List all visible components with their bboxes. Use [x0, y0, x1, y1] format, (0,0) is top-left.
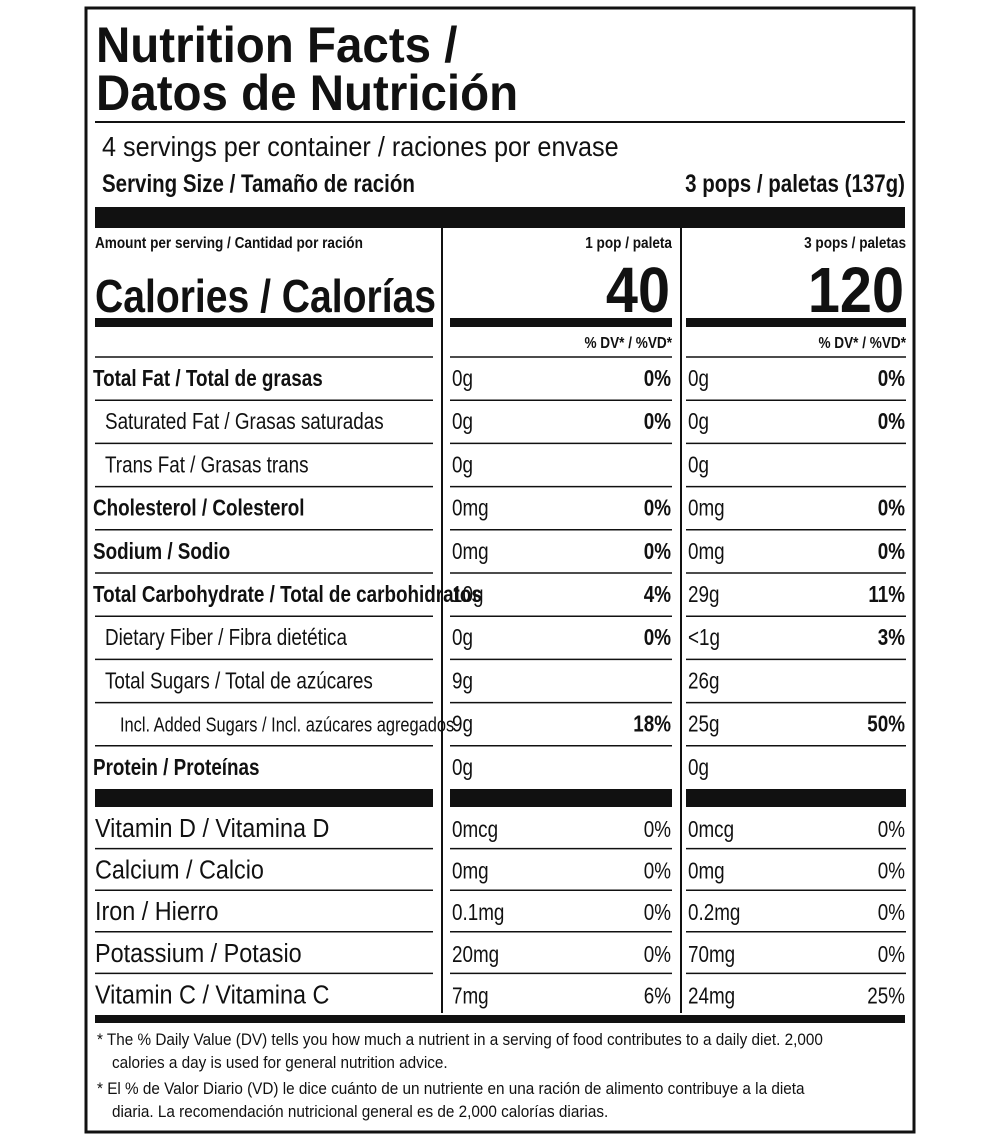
nutrient-amount: 9g	[452, 712, 473, 737]
nutrient-dv: 4%	[644, 582, 672, 607]
vitamin-dv: 25%	[867, 984, 905, 1009]
footnote: diaria. La recomendación nutricional gen…	[112, 1102, 608, 1121]
footnote: * El % de Valor Diario (VD) le dice cuán…	[97, 1079, 804, 1098]
vitamin-name: Vitamin D / Vitamina D	[95, 815, 329, 843]
title: Nutrition Facts /	[96, 18, 458, 73]
vitamin-amount: 0mcg	[452, 817, 498, 842]
vitamin-amount: 0mg	[452, 859, 489, 884]
vitamin-amount: 24mg	[688, 984, 735, 1009]
serving-size-label: Serving Size / Tamaño de ración	[102, 169, 415, 197]
nutrient-amount: 0mg	[452, 496, 489, 521]
vitamin-amount: 20mg	[452, 942, 499, 967]
nutrient-amount: 29g	[688, 582, 719, 607]
nutrient-dv: 0%	[878, 366, 906, 391]
nutrient-amount: 0g	[688, 755, 709, 780]
nutrient-name: Total Fat / Total de grasas	[93, 366, 323, 391]
footnote: calories a day is used for general nutri…	[112, 1053, 448, 1072]
nutrient-name: Saturated Fat / Grasas saturadas	[105, 410, 384, 435]
vitamin-amount: 0.2mg	[688, 901, 740, 926]
vitamin-dv: 0%	[644, 942, 671, 967]
nutrient-dv: 0%	[644, 410, 672, 435]
calories-value: 120	[808, 254, 904, 325]
nutrient-amount: 9g	[452, 669, 473, 694]
thick-bar	[95, 207, 905, 228]
vitamin-name: Vitamin C / Vitamina C	[95, 981, 329, 1009]
label-border	[84, 6, 916, 1134]
nutrient-amount: 25g	[688, 712, 719, 737]
column-heading: 3 pops / paletas	[804, 235, 906, 252]
nutrient-amount: 10g	[452, 582, 483, 607]
nutrient-dv: 0%	[878, 539, 906, 564]
nutrient-amount: 0g	[452, 453, 473, 478]
nutrient-amount: 0g	[452, 626, 473, 651]
vitamin-name: Calcium / Calcio	[95, 857, 264, 885]
vitamin-dv: 0%	[644, 859, 671, 884]
nutrient-amount: 0g	[452, 410, 473, 435]
nutrient-name: Dietary Fiber / Fibra dietética	[105, 626, 347, 651]
title: Datos de Nutrición	[96, 66, 518, 121]
calories-bar	[95, 318, 433, 327]
vitamin-dv: 0%	[878, 901, 905, 926]
nutrient-amount: 0mg	[688, 539, 725, 564]
footnote: * The % Daily Value (DV) tells you how m…	[97, 1030, 823, 1049]
vitamin-dv: 0%	[644, 817, 671, 842]
nutrient-name: Sodium / Sodio	[93, 539, 230, 564]
nutrient-dv: 0%	[878, 496, 906, 521]
vitamin-amount: 70mg	[688, 942, 735, 967]
column-heading: 1 pop / paleta	[585, 235, 672, 252]
nutrient-name: Total Carbohydrate / Total de carbohidra…	[93, 582, 482, 607]
nutrient-dv: 18%	[633, 712, 671, 737]
nutrient-dv: 0%	[644, 539, 672, 564]
nutrient-dv: 0%	[878, 410, 906, 435]
amount-label: Amount per serving / Cantidad por ración	[95, 235, 363, 252]
nutrient-dv: 3%	[878, 626, 906, 651]
servings: 4 servings per container / raciones por …	[102, 131, 619, 163]
thick-bar	[686, 789, 906, 807]
nutrient-name: Incl. Added Sugars / Incl. azúcares agre…	[120, 713, 454, 736]
vitamin-amount: 7mg	[452, 984, 489, 1009]
nutrient-dv: 0%	[644, 496, 672, 521]
vitamin-name: Potassium / Potasio	[95, 940, 302, 968]
vitamin-amount: 0mg	[688, 859, 725, 884]
vitamin-dv: 0%	[878, 859, 905, 884]
nutrient-dv: 0%	[644, 366, 672, 391]
nutrient-amount: 0mg	[452, 539, 489, 564]
calories-label: Calories / Calorías	[95, 271, 436, 323]
nutrient-amount: 0g	[688, 410, 709, 435]
nutrient-dv: 11%	[868, 582, 905, 607]
nutrient-name: Total Sugars / Total de azúcares	[105, 669, 373, 694]
thick-bar	[95, 789, 433, 807]
nutrient-name: Trans Fat / Grasas trans	[105, 453, 309, 478]
nutrient-amount: 0g	[688, 366, 709, 391]
nutrient-amount: 0g	[452, 366, 473, 391]
calories-value: 40	[606, 254, 670, 325]
vitamin-name: Iron / Hierro	[95, 898, 218, 926]
nutrient-amount: 0g	[688, 453, 709, 478]
vitamin-dv: 0%	[644, 901, 671, 926]
calories-bar	[686, 318, 906, 327]
vitamin-dv: 6%	[644, 984, 671, 1009]
dv-heading: % DV* / %VD*	[818, 335, 906, 352]
thick-bar	[95, 1015, 905, 1023]
vitamin-amount: 0.1mg	[452, 901, 504, 926]
nutrient-amount: <1g	[688, 626, 720, 651]
nutrient-name: Protein / Proteínas	[93, 755, 260, 780]
vitamin-dv: 0%	[878, 817, 905, 842]
nutrient-dv: 50%	[867, 712, 905, 737]
calories-bar	[450, 318, 672, 327]
vitamin-amount: 0mcg	[688, 817, 734, 842]
vitamin-dv: 0%	[878, 942, 905, 967]
serving-size-value: 3 pops / paletas (137g)	[685, 169, 905, 197]
nutrient-amount: 0g	[452, 755, 473, 780]
nutrient-amount: 26g	[688, 669, 719, 694]
thick-bar	[450, 789, 672, 807]
nutrient-dv: 0%	[644, 626, 672, 651]
dv-heading: % DV* / %VD*	[584, 335, 672, 352]
nutrient-name: Cholesterol / Colesterol	[93, 496, 305, 521]
nutrient-amount: 0mg	[688, 496, 725, 521]
